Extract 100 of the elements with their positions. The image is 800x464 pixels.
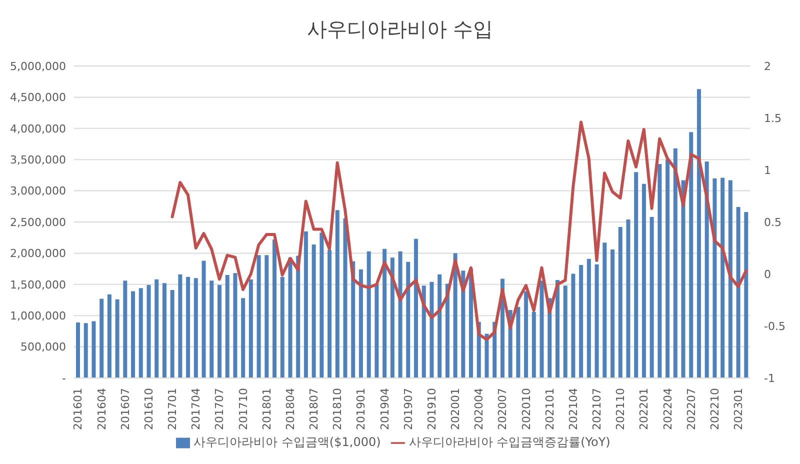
bar	[430, 282, 434, 378]
x-tick-label: 201804	[284, 388, 297, 430]
bar	[186, 276, 190, 378]
bar	[335, 210, 340, 378]
bar	[414, 238, 418, 378]
x-tick-label: 201710	[236, 388, 250, 430]
bar	[563, 286, 568, 378]
bar	[225, 275, 230, 378]
y2-tick-label: 2	[764, 60, 771, 73]
bar	[555, 280, 560, 378]
bar	[390, 258, 394, 378]
x-tick-label: 202201	[638, 388, 651, 430]
bar	[728, 180, 732, 378]
y2-tick-label: -1	[764, 372, 775, 385]
x-tick-label: 202001	[449, 388, 462, 430]
x-tick-label: 201807	[308, 388, 321, 430]
bar	[704, 161, 709, 378]
bar	[358, 269, 363, 378]
legend-label: 사우디아라비아 수입금액($1,000)	[194, 435, 381, 449]
y-tick-label: 3,500,000	[10, 154, 66, 167]
bar	[374, 284, 379, 378]
bar	[154, 279, 159, 378]
x-tick-label: 202204	[661, 388, 674, 430]
bar	[610, 249, 615, 378]
y2-tick-label: 1	[764, 164, 771, 177]
bar	[84, 323, 88, 378]
bar	[696, 89, 701, 378]
x-tick-label: 201910	[425, 388, 438, 430]
x-tick-label: 201607	[118, 388, 132, 430]
bar	[233, 273, 238, 378]
x-tick-label: 201604	[95, 388, 108, 430]
bar	[422, 286, 426, 378]
bar	[131, 291, 136, 378]
bar	[178, 274, 182, 378]
bar	[594, 264, 599, 378]
y-tick-label: 500,000	[20, 340, 66, 354]
x-tick-label: 202007	[496, 388, 510, 430]
bar	[666, 160, 670, 378]
bar	[296, 256, 300, 378]
bar	[484, 334, 489, 378]
y-tick-label: 1,500,000	[10, 278, 66, 292]
bar	[571, 274, 576, 378]
bar	[343, 218, 348, 378]
bar	[681, 180, 686, 378]
bar	[170, 290, 174, 378]
bar	[650, 217, 654, 378]
x-tick-label: 202207	[684, 388, 698, 430]
x-tick-label: 201907	[402, 388, 415, 430]
bar	[579, 265, 584, 378]
bar	[626, 220, 630, 378]
bar	[586, 258, 591, 378]
bar	[146, 285, 151, 378]
bar	[453, 253, 458, 378]
x-tick-label: 201610	[142, 388, 156, 430]
y-tick-label: 4,500,000	[10, 91, 66, 104]
y-tick-label: 4,000,000	[10, 122, 66, 136]
x-tick-label: 201704	[190, 388, 203, 430]
x-tick-label: 201707	[213, 388, 226, 430]
bar	[107, 294, 112, 378]
bar	[366, 251, 371, 378]
bar	[312, 244, 316, 378]
bar	[210, 280, 214, 378]
x-tick-label: 202010	[520, 388, 533, 430]
bar	[248, 279, 253, 378]
x-tick-label: 202301	[732, 388, 746, 430]
chart-title: 사우디아라비아 수입	[306, 16, 494, 43]
bar	[202, 260, 206, 378]
y-tick-label: 2,500,000	[10, 216, 66, 229]
y-tick-label: 5,000,000	[10, 60, 66, 73]
bar	[744, 212, 748, 378]
bar	[406, 262, 410, 378]
bar	[288, 258, 292, 378]
x-tick-label: 202110	[614, 388, 628, 430]
bar	[272, 239, 277, 378]
bar	[264, 255, 269, 378]
bar	[115, 299, 120, 378]
bar	[540, 280, 544, 378]
bar	[532, 312, 536, 378]
bar	[634, 172, 638, 378]
bar	[256, 255, 261, 378]
x-tick-label: 202104	[566, 388, 580, 430]
bar	[194, 278, 198, 378]
x-tick-label: 201701	[166, 388, 180, 430]
bar	[280, 276, 284, 378]
bar	[524, 291, 528, 378]
bar	[320, 232, 324, 378]
x-tick-label: 202107	[590, 388, 604, 430]
bar	[658, 164, 662, 378]
bar	[689, 132, 694, 378]
x-tick-label: 202004	[472, 388, 486, 430]
bar	[100, 298, 104, 378]
bar	[736, 207, 740, 378]
y-tick-label: 2,000,000	[10, 247, 66, 260]
bar	[162, 283, 166, 378]
x-tick-label: 202101	[543, 388, 556, 430]
bar	[304, 231, 308, 378]
bar	[217, 285, 222, 378]
y-tick-label: 3,000,000	[10, 184, 66, 198]
bar	[138, 288, 143, 378]
bar	[602, 242, 607, 378]
